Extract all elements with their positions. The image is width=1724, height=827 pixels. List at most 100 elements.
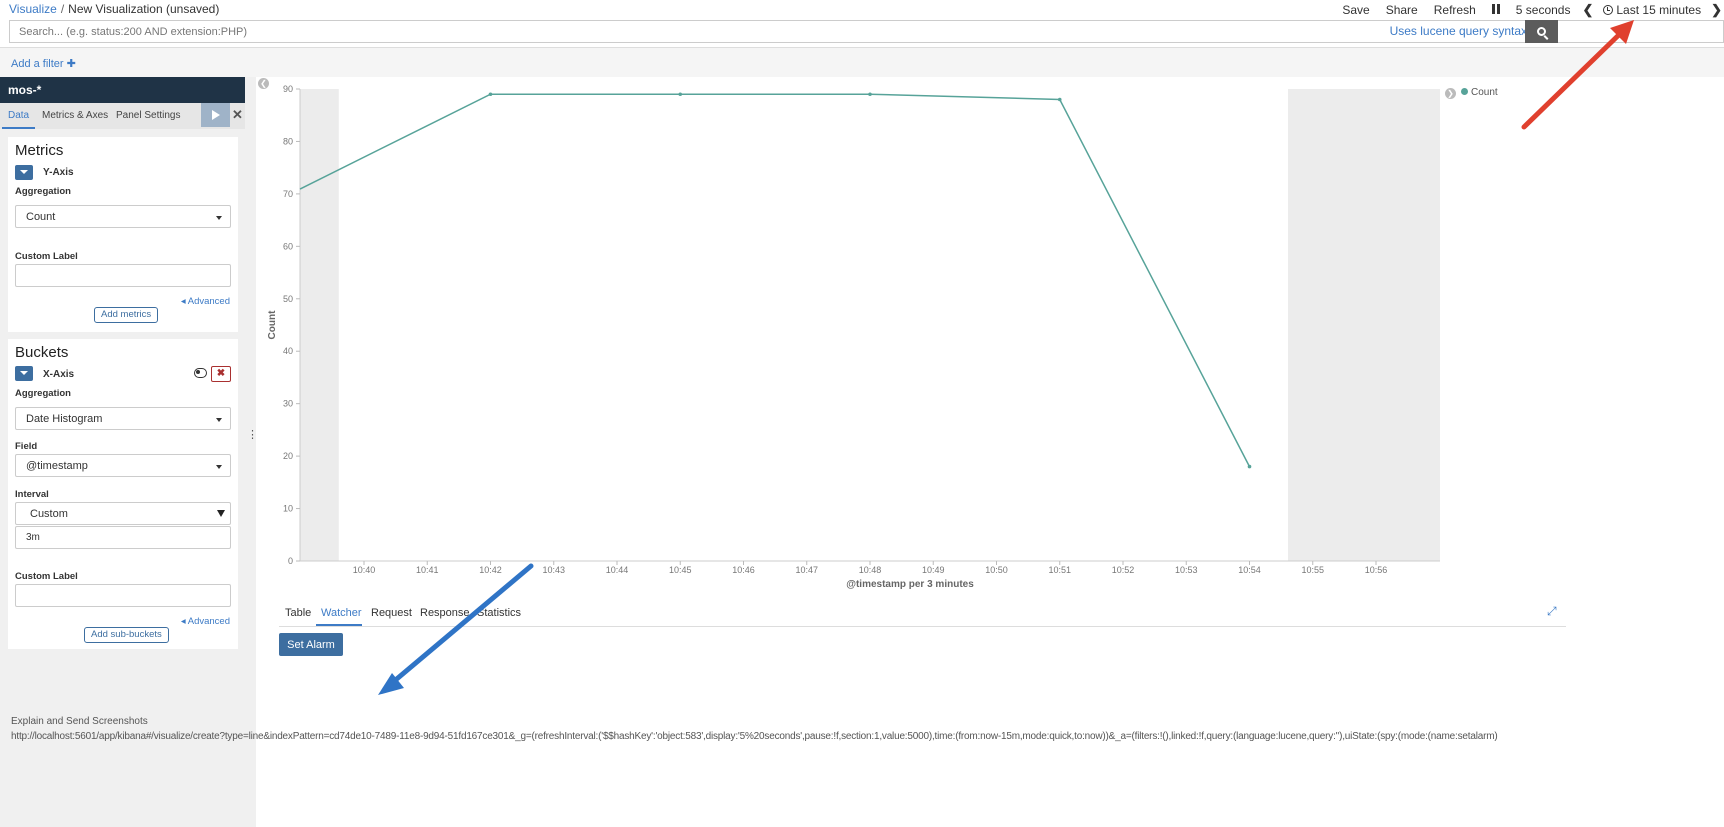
x-tick-label: 10:50: [985, 565, 1008, 575]
tab-statistics[interactable]: Statistics: [477, 607, 522, 619]
metrics-advanced-label: Advanced: [187, 296, 230, 307]
breadcrumb-visualize-link[interactable]: Visualize: [9, 2, 57, 16]
x-tick-label: 10:52: [1112, 565, 1135, 575]
tab-watcher[interactable]: Watcher: [321, 607, 362, 619]
buckets-title: Buckets: [15, 344, 69, 361]
play-icon: [211, 110, 220, 120]
tab-metrics-axes[interactable]: Metrics & Axes: [42, 110, 109, 121]
pause-button[interactable]: [1491, 3, 1500, 17]
metrics-custom-label-input[interactable]: [15, 264, 231, 287]
data-point: [1247, 464, 1252, 469]
time-back-button[interactable]: ❮: [1582, 2, 1594, 17]
add-sub-buckets-button[interactable]: Add sub-buckets: [84, 627, 169, 643]
legend-toggle-icon[interactable]: ❯: [1445, 88, 1456, 99]
save-button[interactable]: Save: [1342, 3, 1370, 17]
time-forward-button[interactable]: ❯: [1711, 2, 1722, 17]
search-button[interactable]: [1525, 20, 1558, 43]
x-tick-label: 10:51: [1048, 565, 1071, 575]
data-point: [868, 92, 872, 97]
top-bar: Visualize / New Visualization (unsaved) Sa…: [0, 0, 1724, 18]
chevron-down-icon: [217, 510, 225, 517]
tab-table[interactable]: Table: [285, 607, 312, 619]
y-tick-label: 50: [283, 294, 293, 304]
share-button[interactable]: Share: [1385, 3, 1418, 17]
top-actions: Save Share Refresh 5 seconds ❮ Last 15 m…: [1334, 2, 1724, 18]
interval-select[interactable]: Custom: [15, 502, 231, 525]
x-tick-label: 10:54: [1238, 565, 1261, 575]
search-bar: Uses lucene query syntax: [9, 20, 1724, 43]
y-tick-label: 80: [283, 136, 293, 146]
y-tick-label: 10: [283, 504, 293, 514]
y-tick-label: 90: [283, 84, 293, 94]
search-input[interactable]: [10, 21, 1450, 42]
time-range-label: Last 15 minutes: [1616, 3, 1702, 17]
y-axis-collapse-toggle[interactable]: [15, 165, 33, 180]
y-tick-label: 20: [283, 451, 293, 461]
x-tick-label: 10:44: [606, 565, 629, 575]
y-tick-label: 60: [283, 241, 293, 251]
line-chart: 0 10 20 30 40 50 60 70 80 90 10:40 10:41 10:42 10:43 1…: [267, 84, 1440, 590]
refresh-button[interactable]: Refresh: [1433, 3, 1476, 17]
x-tick-label: 10:55: [1301, 565, 1324, 575]
time-picker-button[interactable]: Last 15 minutes: [1603, 3, 1701, 17]
field-value: @timestamp: [26, 460, 88, 472]
x-tick-label: 10:45: [669, 565, 692, 575]
remove-bucket-button[interactable]: ✖: [211, 366, 231, 382]
pause-icon: [1491, 4, 1500, 14]
clock-icon: [1603, 5, 1614, 15]
data-point: [678, 92, 683, 97]
sidebar-resize-handle[interactable]: ⋮: [247, 430, 258, 441]
tab-request[interactable]: Request: [371, 607, 412, 619]
legend-item-count[interactable]: Count: [1461, 87, 1498, 98]
page-title: New Visualization (unsaved): [68, 2, 220, 16]
apply-changes-button[interactable]: [201, 103, 230, 127]
x-tick-label: 10:48: [859, 565, 882, 575]
filter-bar: Add a filter ✚: [0, 47, 1724, 77]
metrics-aggregation-select[interactable]: Count: [15, 205, 231, 228]
x-axis-collapse-toggle[interactable]: [15, 366, 33, 381]
x-tick-label: 10:56: [1365, 565, 1388, 575]
field-select[interactable]: @timestamp: [15, 454, 231, 477]
tab-data[interactable]: Data: [8, 110, 30, 121]
breadcrumb: Visualize / New Visualization (unsaved): [9, 2, 219, 16]
custom-interval-input[interactable]: 3m: [15, 526, 231, 549]
x-tick-label: 10:49: [922, 565, 945, 575]
x-axis-title: @timestamp per 3 minutes: [846, 579, 974, 590]
x-tick-label: 10:41: [416, 565, 439, 575]
tab-response[interactable]: Response: [420, 607, 470, 619]
buckets-aggregation-select[interactable]: Date Histogram: [15, 407, 231, 430]
data-point: [488, 92, 493, 97]
tab-panel-settings[interactable]: Panel Settings: [116, 110, 181, 121]
buckets-advanced-link[interactable]: ◂ Advanced: [180, 616, 230, 627]
metrics-advanced-link[interactable]: ◂ Advanced: [180, 296, 230, 307]
data-point: [1057, 97, 1062, 102]
expand-icon[interactable]: ⤢: [1547, 604, 1557, 618]
footer-url: http://localhost:5601/app/kibana#/visual…: [11, 731, 1498, 742]
sidebar-tabs: Data Metrics & Axes Panel Settings ✕: [0, 103, 245, 129]
buckets-custom-label-input[interactable]: [15, 584, 231, 607]
x-tick-label: 10:40: [353, 565, 376, 575]
add-filter-link[interactable]: Add a filter ✚: [11, 58, 76, 70]
collapse-sidebar-icon[interactable]: ❮: [258, 78, 269, 89]
y-axis-label: Y-Axis: [43, 167, 74, 178]
field-label: Field: [15, 441, 38, 452]
toggle-visibility-icon[interactable]: [191, 365, 210, 380]
add-metrics-button[interactable]: Add metrics: [94, 307, 159, 323]
buckets-custom-label-label: Custom Label: [15, 571, 78, 582]
search-icon: [1537, 27, 1546, 36]
lucene-syntax-link[interactable]: Uses lucene query syntax: [1389, 24, 1527, 38]
chevron-down-icon: [216, 465, 222, 469]
buckets-aggregation-value: Date Histogram: [26, 413, 103, 425]
x-tick-label: 10:46: [732, 565, 755, 575]
metrics-title: Metrics: [15, 142, 64, 159]
y-tick-label: 0: [288, 556, 293, 566]
y-tick-label: 30: [283, 399, 293, 409]
out-of-range-region-right: [1288, 89, 1440, 561]
legend-label: Count: [1471, 87, 1498, 98]
discard-changes-button[interactable]: ✕: [232, 107, 243, 122]
editor-sidebar: mos-* Data Metrics & Axes Panel Settings…: [0, 77, 256, 827]
refresh-interval-button[interactable]: 5 seconds: [1515, 3, 1571, 17]
set-alarm-button[interactable]: Set Alarm: [279, 633, 343, 656]
x-tick-label: 10:53: [1175, 565, 1198, 575]
index-pattern-title: mos-*: [0, 77, 245, 103]
